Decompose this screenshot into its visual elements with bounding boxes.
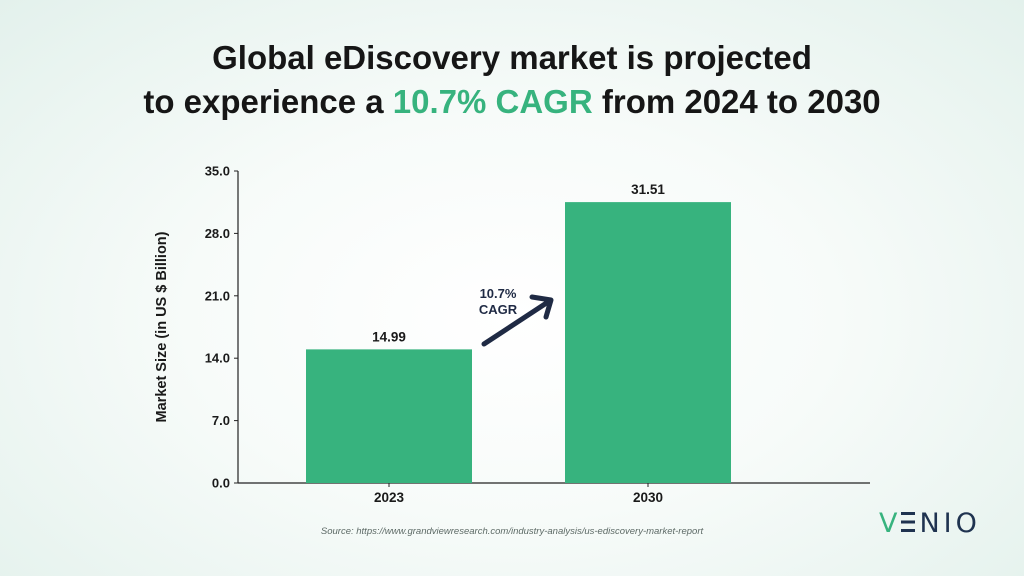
logo-e-mark (901, 509, 916, 532)
logo-rest: NIO (919, 508, 981, 539)
bar (565, 202, 731, 484)
y-tick-label: 7.0 (212, 413, 230, 428)
x-tick-label: 2023 (374, 490, 405, 505)
bar-data-label: 14.99 (372, 329, 406, 344)
logo-v: V (879, 508, 902, 539)
y-tick-label: 14.0 (205, 351, 230, 366)
bar-data-label: 31.51 (631, 182, 665, 197)
title-suffix: from 2024 to 2030 (592, 83, 881, 120)
source-note: Source: https://www.grandviewresearch.co… (320, 526, 704, 537)
venio-logo: V NIO (879, 508, 981, 539)
y-axis-label: Market Size (in US $ Billion) (154, 231, 170, 422)
cagr-arrow-shaft (481, 299, 551, 347)
x-tick-label: 2030 (633, 490, 663, 505)
title-highlight: 10.7% CAGR (392, 83, 593, 120)
cagr-annotation-line1: 10.7% (480, 286, 517, 301)
title-prefix: to experience a (143, 83, 393, 120)
y-tick-label: 0.0 (212, 476, 230, 491)
bar (306, 349, 472, 483)
cagr-annotation-line2: CAGR (479, 302, 518, 317)
y-tick-label: 28.0 (205, 226, 230, 241)
chart-title: Global eDiscovery market is projected to… (0, 36, 1024, 124)
y-tick-label: 21.0 (205, 288, 230, 303)
y-tick-label: 35.0 (205, 164, 230, 179)
cagr-arrow-head (529, 294, 554, 320)
chart-title-line1: Global eDiscovery market is projected (212, 39, 812, 76)
chart-title-line2: to experience a 10.7% CAGR from 2024 to … (0, 80, 1024, 124)
